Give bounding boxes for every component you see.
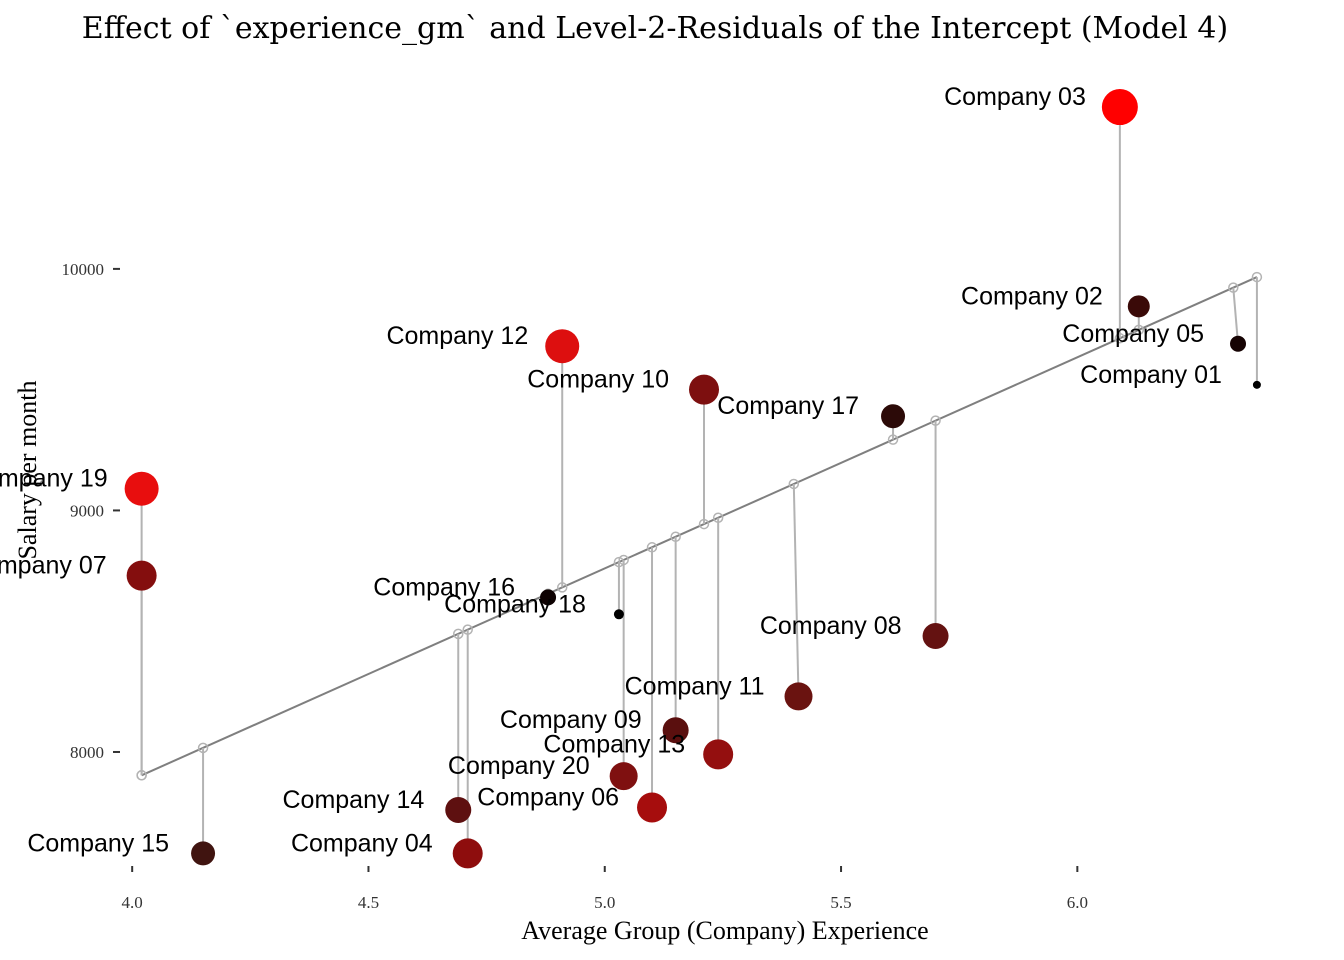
fitted-point-06	[646, 542, 658, 553]
data-point-10	[689, 374, 719, 405]
point-label-06: Company 06	[477, 784, 619, 812]
x-tick-label: 5.0	[594, 893, 615, 912]
x-axis-title: Average Group (Company) Experience	[521, 916, 928, 945]
data-point-09	[662, 717, 689, 744]
fitted-point-09	[670, 531, 681, 542]
y-axis-title: Salary per month	[13, 380, 42, 559]
fitted-point-02	[1133, 324, 1145, 336]
point-label-07: Company 07	[0, 552, 107, 580]
fitted-point-14	[453, 628, 464, 640]
point-label-05: Company 05	[1062, 320, 1204, 348]
fitted-point-08	[930, 415, 941, 426]
x-tick-label: 5.5	[830, 893, 851, 912]
fitted-point-05	[1228, 282, 1239, 293]
data-point-20	[609, 762, 638, 791]
data-point-17	[881, 404, 906, 429]
point-label-09: Company 09	[500, 706, 642, 734]
fitted-point-15	[197, 742, 209, 754]
point-label-02: Company 02	[961, 282, 1103, 310]
y-tick-label: 10000	[62, 260, 105, 279]
x-axis: 4.0 4.5 5.0 5.5 6.0	[122, 866, 1088, 912]
data-point-15	[191, 841, 216, 866]
point-label-14: Company 14	[283, 786, 425, 814]
fitted-point-20	[618, 554, 629, 566]
point-label-18: Company 18	[444, 590, 586, 618]
x-tick-label: 6.0	[1067, 893, 1088, 912]
chart-title: Effect of `experience_gm` and Level-2-Re…	[82, 11, 1228, 46]
data-point-06	[637, 792, 668, 823]
point-label-20: Company 20	[448, 752, 590, 780]
fitted-point-04	[462, 624, 473, 635]
data-point-14	[445, 796, 472, 823]
fitted-point-12	[556, 582, 568, 593]
point-label-17: Company 17	[717, 392, 859, 420]
label-layer: Company 01 Company 02 Company 03 Company 04…	[0, 83, 1222, 857]
point-label-01: Company 01	[1080, 361, 1222, 389]
point-label-16: Company 16	[373, 573, 515, 601]
y-tick-label: 8000	[70, 743, 104, 762]
data-point-02	[1127, 295, 1150, 318]
fitted-point-18	[613, 556, 625, 568]
fitted-point-10	[698, 518, 710, 530]
data-point-01	[1252, 380, 1261, 389]
data-point-11	[784, 682, 813, 711]
data-point-04	[452, 838, 483, 869]
fitted-point-11	[788, 478, 800, 490]
x-tick-label: 4.5	[358, 893, 379, 912]
data-point-03	[1101, 89, 1138, 126]
residual-layer	[140, 107, 1258, 854]
data-point-19	[124, 471, 159, 506]
point-label-15: Company 15	[27, 829, 169, 857]
data-point-07	[126, 560, 157, 591]
point-label-19: Company 19	[0, 465, 108, 493]
point-label-08: Company 08	[760, 612, 902, 640]
fitted-point-13	[712, 512, 724, 523]
point-label-03: Company 03	[944, 83, 1086, 111]
point-label-12: Company 12	[386, 322, 528, 350]
fitted-point-01	[1251, 271, 1263, 283]
data-point-12	[545, 329, 580, 364]
point-layer	[124, 89, 1261, 869]
fitted-point-17	[887, 434, 899, 445]
residual-line-11	[792, 483, 800, 697]
data-point-18	[613, 609, 624, 620]
y-axis: 8000 9000 10000	[62, 260, 120, 762]
point-label-10: Company 10	[527, 366, 669, 394]
data-point-05	[1230, 335, 1247, 352]
point-label-11: Company 11	[625, 672, 765, 700]
data-point-13	[703, 739, 734, 770]
fitted-point-19	[136, 770, 147, 781]
data-point-08	[922, 623, 949, 650]
data-point-16	[540, 589, 557, 606]
fitted-point-03	[1114, 333, 1126, 344]
point-label-13: Company 13	[543, 730, 685, 758]
residual-line-05	[1232, 287, 1240, 344]
x-tick-label: 4.0	[122, 893, 143, 912]
y-tick-label: 9000	[70, 501, 104, 520]
fitpoint-layer	[136, 271, 1263, 781]
point-label-04: Company 04	[291, 829, 433, 857]
